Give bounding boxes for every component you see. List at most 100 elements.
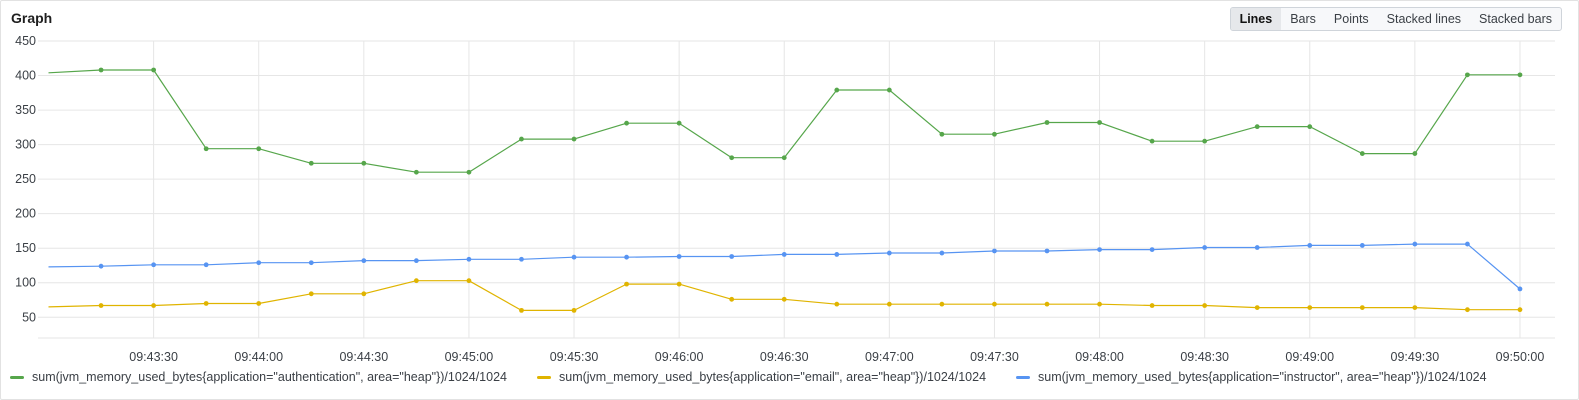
data-point — [1412, 305, 1418, 311]
data-point — [98, 263, 104, 269]
data-point — [729, 254, 735, 259]
data-point — [834, 301, 840, 307]
y-tick-label: 200 — [15, 207, 36, 221]
data-point — [1044, 301, 1050, 307]
data-point — [519, 136, 524, 142]
data-point — [624, 254, 629, 260]
x-tick-label: 09:45:30 — [550, 350, 599, 364]
data-point — [1044, 120, 1050, 125]
y-tick-label: 150 — [15, 241, 36, 255]
legend-item-authentication[interactable]: sum(jvm_memory_used_bytes{application="a… — [10, 370, 507, 384]
data-point — [992, 301, 997, 307]
x-tick-label: 09:44:30 — [339, 350, 388, 364]
data-point — [203, 262, 209, 268]
data-point — [1044, 248, 1050, 254]
data-point — [1254, 245, 1260, 250]
y-tick-label: 50 — [22, 310, 36, 324]
legend-label: sum(jvm_memory_used_bytes{application="a… — [32, 370, 507, 384]
y-tick-label: 400 — [15, 69, 36, 83]
data-point — [1517, 286, 1523, 292]
data-point — [1517, 72, 1523, 78]
data-point — [992, 131, 997, 137]
mode-stacked-bars-button[interactable]: Stacked bars — [1479, 12, 1552, 26]
x-tick-label: 09:48:30 — [1180, 350, 1229, 364]
data-point — [1359, 243, 1365, 248]
data-point — [413, 258, 419, 264]
data-point — [939, 131, 945, 137]
data-point — [361, 291, 367, 297]
data-point — [781, 252, 787, 257]
data-point — [886, 250, 892, 256]
data-point — [361, 160, 367, 166]
data-point — [413, 169, 419, 175]
x-tick-label: 09:50:00 — [1496, 350, 1545, 364]
data-point — [1307, 124, 1313, 130]
y-tick-label: 350 — [15, 103, 36, 117]
data-point — [1517, 307, 1523, 313]
data-point — [1307, 305, 1313, 311]
data-point — [624, 120, 629, 126]
legend: sum(jvm_memory_used_bytes{application="a… — [10, 370, 1487, 384]
line-chart[interactable]: 50 100 150 200 250 300 350 400 450 09:43:30 09:44… — [0, 0, 1579, 370]
mode-bars-button[interactable]: Bars — [1290, 12, 1316, 26]
data-point — [519, 256, 524, 262]
x-tick-label: 09:47:00 — [865, 350, 914, 364]
data-point — [361, 258, 367, 264]
data-point — [1149, 303, 1155, 308]
x-tick-label: 09:49:30 — [1391, 350, 1440, 364]
data-point — [98, 67, 104, 73]
data-point — [256, 301, 262, 306]
data-point — [151, 262, 157, 268]
data-point — [1097, 301, 1102, 307]
data-point — [992, 248, 997, 254]
data-point — [676, 281, 682, 287]
data-point — [1465, 72, 1470, 78]
data-point — [1202, 245, 1208, 250]
data-point — [729, 296, 735, 302]
data-point — [676, 120, 682, 126]
data-point — [1307, 243, 1313, 248]
data-point — [1465, 241, 1470, 247]
data-point — [1254, 305, 1260, 311]
data-point — [781, 296, 787, 302]
legend-item-email[interactable]: sum(jvm_memory_used_bytes{application="e… — [537, 370, 986, 384]
data-point — [834, 252, 840, 257]
legend-item-instructor[interactable]: sum(jvm_memory_used_bytes{application="i… — [1016, 370, 1487, 384]
data-point — [1412, 151, 1418, 156]
data-point — [1149, 138, 1155, 144]
y-tick-label: 100 — [15, 276, 36, 290]
data-point — [624, 281, 629, 287]
x-tick-label: 09:47:30 — [970, 350, 1019, 364]
data-point — [466, 256, 472, 262]
legend-label: sum(jvm_memory_used_bytes{application="i… — [1038, 370, 1487, 384]
y-tick-label: 450 — [15, 34, 36, 48]
data-point — [939, 301, 945, 307]
panel-title: Graph — [11, 10, 53, 26]
data-point — [886, 301, 892, 307]
mode-points-button[interactable]: Points — [1333, 12, 1369, 26]
data-point — [834, 87, 840, 93]
legend-swatch — [10, 375, 24, 379]
data-point — [256, 260, 262, 266]
y-tick-label: 300 — [15, 138, 36, 152]
data-point — [1359, 305, 1365, 311]
data-point — [413, 278, 419, 284]
legend-label: sum(jvm_memory_used_bytes{application="e… — [559, 370, 987, 384]
chart-series — [48, 67, 1523, 313]
data-point — [308, 291, 314, 297]
data-point — [203, 146, 209, 152]
series-1 — [48, 278, 1523, 313]
mode-stacked-lines-button[interactable]: Stacked lines — [1386, 12, 1462, 26]
data-point — [571, 307, 577, 313]
data-point — [1097, 120, 1102, 125]
data-point — [676, 254, 682, 259]
x-tick-label: 09:45:00 — [445, 350, 494, 364]
x-tick-label: 09:46:30 — [760, 350, 809, 364]
data-point — [308, 260, 314, 266]
mode-lines-button[interactable]: Lines — [1230, 8, 1282, 30]
x-tick-label: 09:46:00 — [655, 350, 704, 364]
x-tick-label: 09:49:00 — [1285, 350, 1334, 364]
data-point — [1465, 307, 1470, 313]
y-axis: 50 100 150 200 250 300 350 400 450 — [15, 34, 36, 324]
